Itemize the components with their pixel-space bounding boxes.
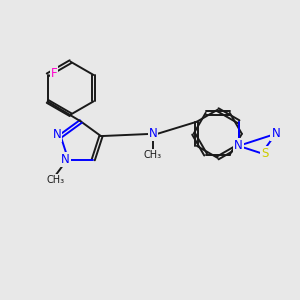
Text: CH₃: CH₃ — [144, 150, 162, 160]
Text: N: N — [61, 153, 70, 166]
Text: F: F — [51, 67, 57, 80]
Text: S: S — [261, 147, 269, 160]
Text: N: N — [53, 128, 62, 141]
Text: N: N — [234, 140, 243, 152]
Text: N: N — [148, 127, 157, 140]
Text: N: N — [272, 127, 280, 140]
Text: CH₃: CH₃ — [46, 175, 64, 184]
